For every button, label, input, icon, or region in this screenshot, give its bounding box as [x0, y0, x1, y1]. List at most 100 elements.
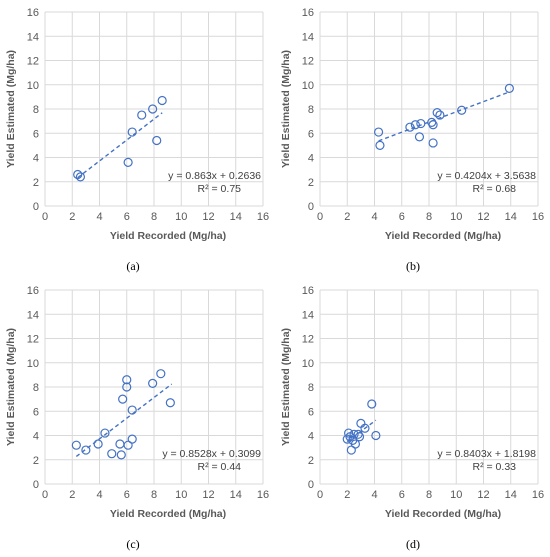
y-tick-label: 2	[33, 177, 39, 189]
x-axis-label: Yield Recorded (Mg/ha)	[385, 508, 501, 520]
caption-a: (a)	[126, 259, 140, 273]
data-point	[428, 120, 438, 130]
x-tick-label: 14	[505, 489, 517, 501]
x-tick-label: 12	[202, 489, 214, 501]
y-tick-label: 12	[302, 334, 314, 346]
r-squared-label: R² = 0.68	[473, 183, 517, 195]
r-squared-label: R² = 0.75	[198, 183, 242, 195]
caption-d: (d)	[406, 537, 420, 551]
x-tick-label: 10	[175, 489, 187, 501]
data-point	[152, 135, 162, 146]
y-tick-label: 8	[33, 104, 39, 116]
y-tick-label: 4	[33, 153, 39, 165]
data-point	[353, 429, 363, 439]
data-point	[367, 399, 377, 409]
x-tick-label: 12	[202, 211, 214, 223]
data-point	[148, 104, 158, 114]
x-tick-label: 12	[477, 489, 489, 501]
chart-svg-c: 0 2 4 6 8 10 12 14 16 0 2 4 6 8 10 12 14 16 Yield Recorded…	[5, 285, 269, 520]
x-tick-label: 2	[69, 211, 75, 223]
y-axis-label: Yield Estimated (Mg/ha)	[280, 328, 292, 446]
data-point	[373, 127, 384, 137]
data-point	[115, 439, 125, 449]
data-point	[81, 445, 91, 455]
chart-panel-a: 0 2 4 6 8 10 12 14 16 0 2 4 6 8 10 12 14 16 Yield Recorded…	[0, 0, 275, 278]
y-tick-label: 14	[302, 31, 314, 43]
data-point	[432, 108, 442, 118]
caption-c: (c)	[126, 537, 140, 551]
y-tick-label: 10	[27, 358, 39, 370]
x-tick-label: 10	[450, 211, 462, 223]
x-tick-label: 12	[477, 211, 489, 223]
data-point	[122, 375, 132, 385]
data-point	[371, 430, 381, 441]
data-point	[405, 122, 415, 132]
data-point	[345, 432, 355, 442]
x-axis-label: Yield Recorded (Mg/ha)	[110, 230, 226, 242]
x-tick-label: 0	[42, 489, 48, 501]
y-tick-label: 16	[27, 285, 39, 297]
x-tick-label: 8	[151, 489, 157, 501]
x-tick-label: 8	[426, 211, 432, 223]
data-point	[71, 440, 81, 450]
y-axis-label: Yield Estimated (Mg/ha)	[5, 50, 17, 168]
x-tick-label: 14	[230, 489, 242, 501]
r-squared-label: R² = 0.33	[473, 461, 517, 473]
y-tick-label: 6	[308, 128, 314, 140]
y-tick-label: 16	[27, 7, 39, 19]
data-point	[414, 132, 425, 142]
x-tick-label: 14	[505, 211, 517, 223]
data-point	[416, 118, 426, 129]
y-tick-label: 8	[33, 382, 39, 394]
r-squared-label: R² = 0.44	[198, 461, 242, 473]
x-tick-label: 2	[344, 489, 350, 501]
y-tick-label: 12	[27, 56, 39, 68]
x-tick-label: 6	[399, 211, 405, 223]
data-point	[127, 434, 137, 444]
data-point	[122, 382, 132, 392]
chart-panel-d: 0 2 4 6 8 10 12 14 16 0 2 4 6 8 10 12 14 16 Yield Recorded…	[275, 278, 550, 556]
x-tick-label: 8	[151, 211, 157, 223]
x-axis-label: Yield Recorded (Mg/ha)	[110, 508, 226, 520]
y-tick-label: 14	[27, 31, 39, 43]
data-point	[127, 127, 137, 137]
data-point	[428, 138, 438, 148]
y-axis-label: Yield Estimated (Mg/ha)	[280, 50, 292, 168]
x-tick-label: 16	[532, 489, 544, 501]
y-tick-label: 2	[308, 177, 314, 189]
y-tick-label: 2	[308, 455, 314, 467]
x-tick-label: 4	[371, 489, 377, 501]
y-tick-label: 6	[33, 128, 39, 140]
y-tick-label: 6	[33, 406, 39, 418]
x-tick-label: 0	[317, 211, 323, 223]
x-axis-label: Yield Recorded (Mg/ha)	[385, 230, 501, 242]
trendline-equation: y = 0.8528x + 0.3099	[162, 448, 261, 460]
data-point	[107, 449, 117, 459]
y-tick-label: 10	[302, 80, 314, 92]
y-tick-label: 8	[308, 104, 314, 116]
data-point	[504, 83, 514, 93]
y-tick-label: 8	[308, 382, 314, 394]
data-point	[148, 378, 158, 388]
data-point	[118, 394, 128, 404]
x-tick-label: 6	[124, 211, 130, 223]
trendline-equation: y = 0.4204x + 3.5638	[437, 170, 536, 182]
x-tick-label: 16	[532, 211, 544, 223]
x-tick-label: 8	[426, 489, 432, 501]
caption-b: (b)	[406, 259, 420, 273]
y-tick-label: 4	[33, 431, 39, 443]
data-point	[157, 95, 167, 106]
y-tick-label: 0	[33, 479, 39, 491]
data-point	[116, 450, 126, 460]
data-point	[93, 439, 103, 449]
chart-svg-d: 0 2 4 6 8 10 12 14 16 0 2 4 6 8 10 12 14 16 Yield Recorded…	[280, 285, 544, 520]
data-point	[137, 110, 147, 120]
y-tick-label: 10	[27, 80, 39, 92]
data-point	[375, 140, 385, 150]
data-point	[360, 423, 370, 433]
data-point	[342, 434, 352, 444]
data-point	[156, 369, 166, 379]
y-tick-label: 2	[33, 455, 39, 467]
x-tick-label: 4	[96, 489, 102, 501]
x-tick-label: 2	[344, 211, 350, 223]
